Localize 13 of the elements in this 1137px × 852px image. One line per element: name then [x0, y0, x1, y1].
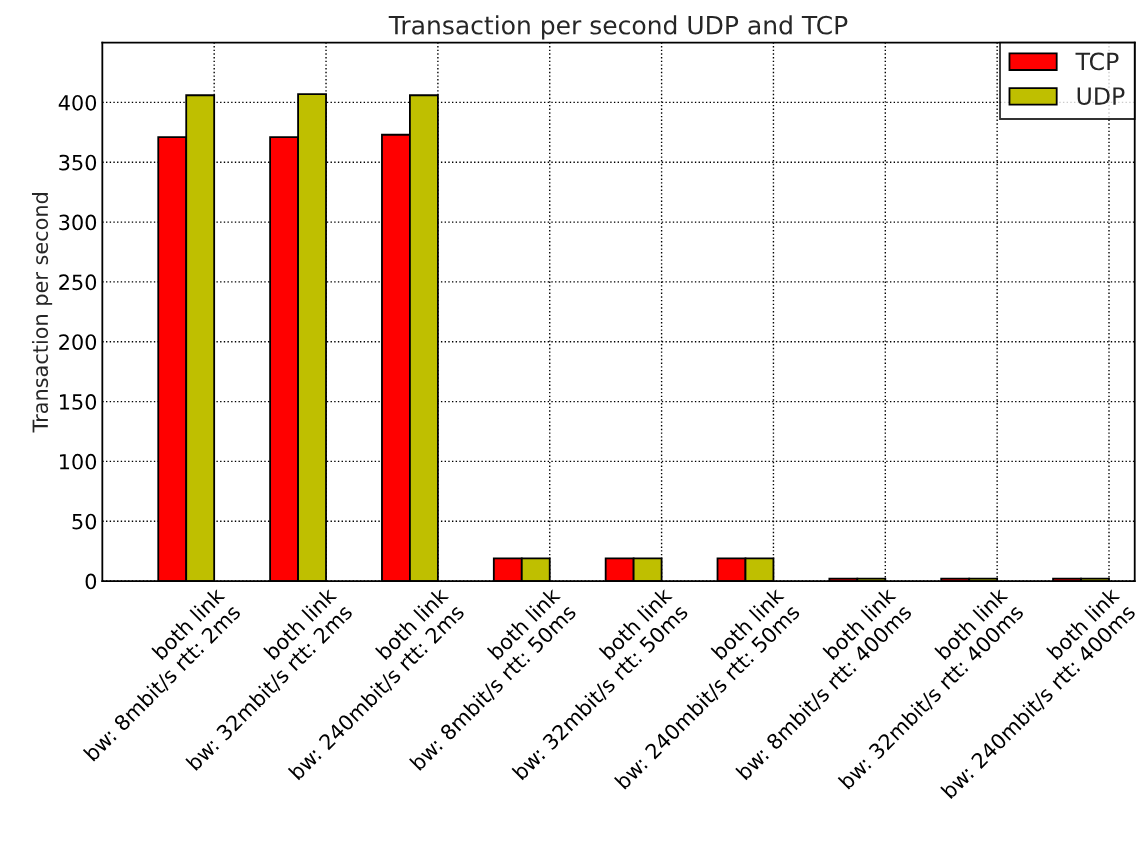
legend-label: TCP [1075, 52, 1119, 71]
y-tick-label: 0 [85, 573, 97, 590]
y-tick-label: 50 [72, 513, 97, 530]
y-tick-label: 250 [59, 274, 97, 291]
legend-label: UDP [1077, 87, 1125, 105]
y-tick-label: 200 [59, 334, 97, 350]
y-tick-label: 350 [59, 154, 97, 171]
y-axis-title: Transaction per second [31, 193, 53, 433]
y-tick-label: 150 [59, 394, 97, 410]
y-tick-label: 100 [59, 453, 97, 470]
chart-title: Transaction per second UDP and TCP [388, 15, 848, 40]
y-tick-label: 300 [59, 214, 97, 231]
y-tick-label: 400 [58, 94, 97, 111]
